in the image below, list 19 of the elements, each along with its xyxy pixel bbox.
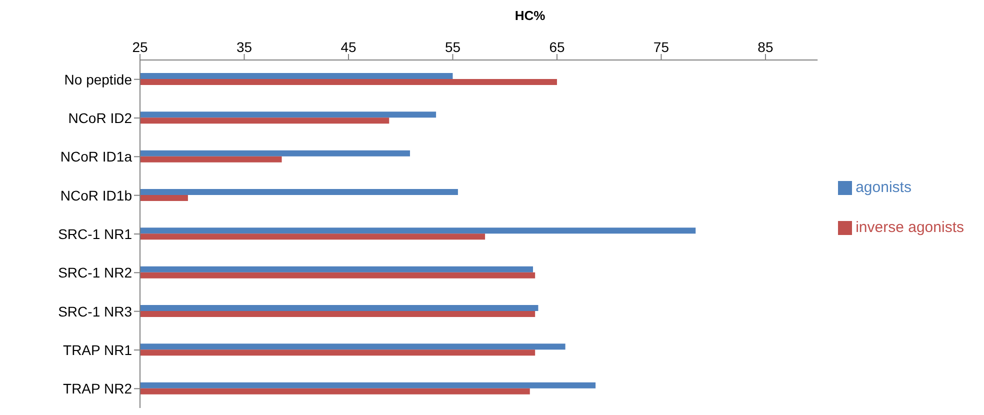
y-tick-label: TRAP NR1 <box>63 342 132 358</box>
y-tick-label: SRC-1 NR3 <box>58 303 132 320</box>
y-tick-label: NCoR ID1b <box>60 187 132 204</box>
x-tick-label: 25 <box>132 39 148 55</box>
x-tick-label: 35 <box>236 39 252 55</box>
y-tick-label: SRC-1 NR1 <box>58 226 132 242</box>
x-axis-title: HC% <box>514 8 546 23</box>
x-tick-label: 75 <box>653 39 670 55</box>
x-tick-label: 55 <box>444 39 461 55</box>
legend-label: inverse agonists <box>856 219 964 236</box>
x-tick-label: 85 <box>758 39 774 55</box>
y-tick-label: SRC-1 NR2 <box>58 264 132 281</box>
x-tick-label: 65 <box>549 39 565 55</box>
legend-label: agonists <box>856 179 912 196</box>
x-tick-label: 45 <box>340 39 356 55</box>
y-tick-label: NCoR ID2 <box>68 110 132 126</box>
y-tick-label: No peptide <box>64 71 132 88</box>
y-tick-label: TRAP NR2 <box>63 380 132 397</box>
y-tick-label: NCoR ID1a <box>60 148 132 165</box>
